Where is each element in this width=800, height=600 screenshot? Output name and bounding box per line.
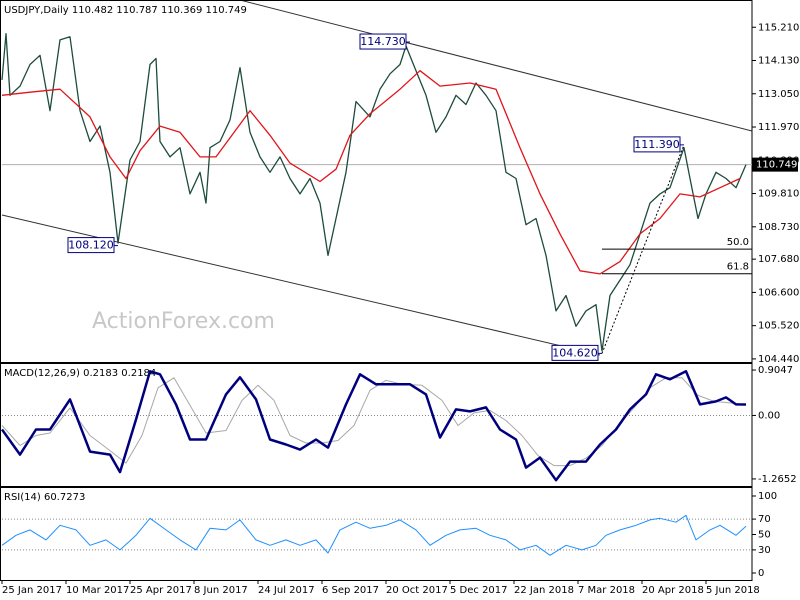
y-tick-label: 100 — [758, 491, 777, 502]
y-tick-label: 70 — [758, 514, 771, 525]
y-tick-label: 115.210 — [758, 22, 799, 33]
series-line — [0, 370, 747, 482]
y-tick-label: 0 — [758, 568, 764, 579]
fib-label: 61.8 — [727, 262, 749, 273]
x-tick-label: 25 Apr 2017 — [130, 585, 192, 596]
y-tick-label: -1.2652 — [758, 474, 797, 485]
y-tick-label: 50 — [758, 530, 771, 541]
last-price-box — [752, 157, 798, 172]
y-tick-label: 106.600 — [758, 287, 799, 298]
x-tick-label: 24 Jul 2017 — [258, 585, 315, 596]
series-line — [1, 514, 747, 556]
y-tick-label: 111.970 — [758, 122, 799, 133]
x-tick-label: 6 Sep 2017 — [322, 585, 379, 596]
panel-title: USDJPY,Daily 110.482 110.787 110.369 110… — [4, 5, 247, 16]
y-tick-label: 0.9047 — [758, 365, 793, 376]
x-tick-label: 7 Mar 2018 — [578, 585, 635, 596]
annotation-label: 114.730 — [360, 35, 406, 48]
watermark: ActionForex.com — [92, 309, 275, 334]
y-tick-label: 109.810 — [758, 189, 799, 200]
x-tick-label: 8 Jun 2017 — [194, 585, 248, 596]
y-tick-label: 108.730 — [758, 222, 799, 233]
annotation-label: 104.620 — [552, 346, 598, 359]
y-tick-label: 30 — [758, 545, 771, 556]
last-price-label: 110.749 — [756, 160, 797, 171]
y-tick-label: 0.00 — [758, 410, 780, 421]
upper-channel — [239, 0, 753, 132]
y-tick-label: 113.050 — [758, 89, 799, 100]
x-tick-label: 5 Dec 2017 — [450, 585, 508, 596]
annotation-label: 111.390 — [634, 138, 680, 151]
x-tick-label: 25 Jan 2017 — [2, 585, 62, 596]
y-tick-label: 114.130 — [758, 56, 799, 67]
fib-label: 50.0 — [727, 237, 749, 248]
x-tick-label: 20 Oct 2017 — [386, 585, 448, 596]
panel-title: RSI(14) 60.7273 — [4, 492, 85, 503]
x-tick-label: 22 Jan 2018 — [514, 585, 574, 596]
x-tick-label: 5 Jun 2018 — [706, 585, 760, 596]
y-tick-label: 107.680 — [758, 254, 799, 265]
x-tick-label: 20 Apr 2018 — [642, 585, 704, 596]
series-line — [1, 70, 741, 275]
y-tick-label: 105.520 — [758, 321, 799, 332]
y-tick-label: 104.440 — [758, 354, 799, 365]
x-tick-label: 10 Mar 2017 — [66, 585, 129, 596]
series-line — [1, 33, 747, 352]
annotation-label: 108.120 — [68, 239, 114, 252]
panel-title: MACD(12,26,9) 0.2183 0.2184 — [4, 368, 156, 379]
